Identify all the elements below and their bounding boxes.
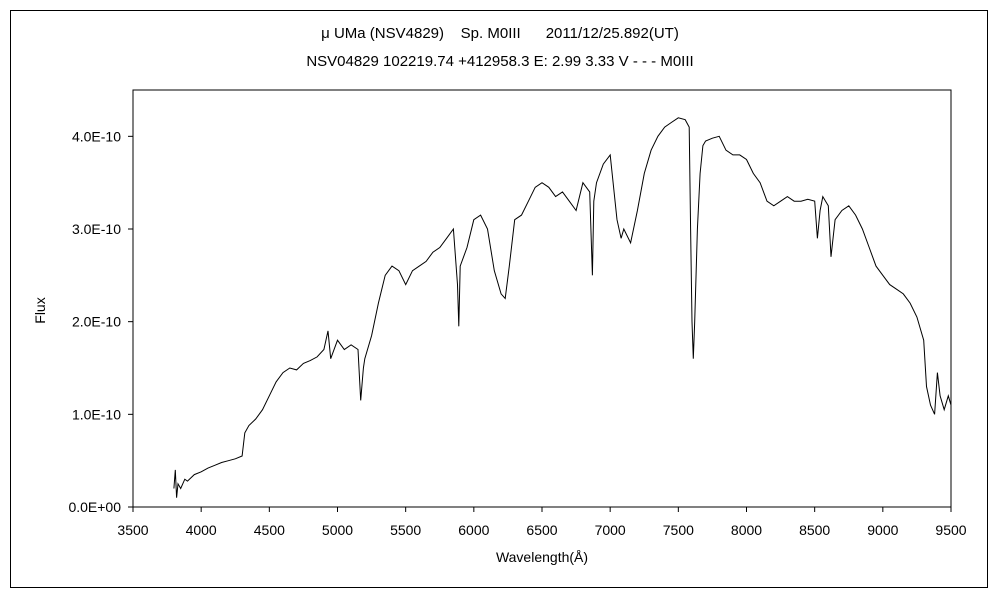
y-tick-label: 2.0E-10	[72, 314, 121, 330]
x-axis-label: Wavelength(Å)	[496, 549, 588, 565]
x-tick-label: 6000	[458, 522, 489, 538]
chart-title-line1: μ UMa (NSV4829) Sp. M0III 2011/12/25.892…	[321, 25, 679, 42]
series-layer	[173, 117, 952, 498]
x-tick-label: 8500	[799, 522, 830, 538]
y-axis-label: Flux	[32, 297, 48, 323]
y-tick-label: 0.0E+00	[68, 499, 121, 515]
x-tick-label: 3500	[117, 522, 148, 538]
x-tick-label: 4000	[186, 522, 217, 538]
x-tick-label: 6500	[526, 522, 557, 538]
x-tick-label: 5000	[322, 522, 353, 538]
x-tick-label: 9000	[867, 522, 898, 538]
axis-ticks	[128, 135, 952, 512]
x-tick-label: 5500	[390, 522, 421, 538]
plot-area	[132, 89, 952, 508]
x-tick-label: 4500	[254, 522, 285, 538]
y-tick-label: 4.0E-10	[72, 128, 121, 144]
tick-labels: 3500 4000 4500 5000 5500 6000 6500 7000 7500 8000…	[68, 128, 966, 538]
spectrum-line	[173, 117, 952, 498]
x-tick-label: 7500	[663, 522, 694, 538]
chart-frame	[10, 10, 988, 588]
chart-title-line2: NSV04829 102219.74 +412958.3 E: 2.99 3.3…	[306, 53, 694, 70]
y-tick-label: 3.0E-10	[72, 221, 121, 237]
x-tick-label: 8000	[731, 522, 762, 538]
x-tick-label: 9500	[935, 522, 966, 538]
x-tick-label: 7000	[595, 522, 626, 538]
y-tick-label: 1.0E-10	[72, 406, 121, 422]
